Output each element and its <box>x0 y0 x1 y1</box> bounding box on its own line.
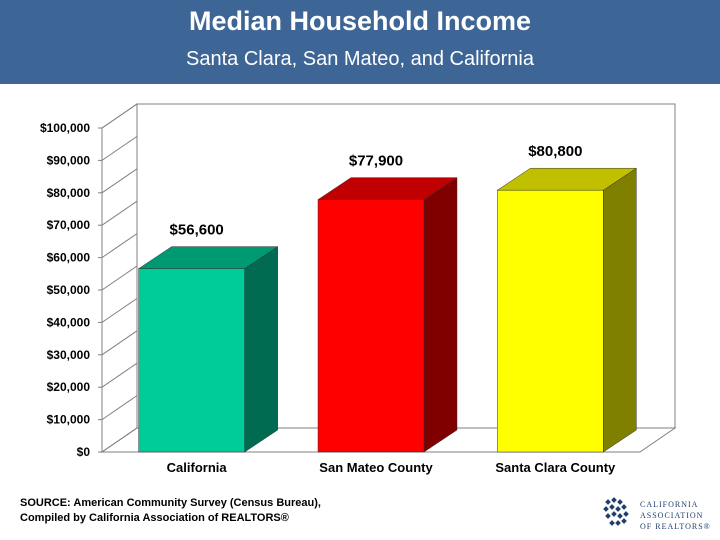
logo-line-3: OF REALTORS® <box>640 522 711 531</box>
logo-line-2: ASSOCIATION <box>640 511 704 520</box>
y-tick-label: $0 <box>77 445 91 459</box>
y-gridline-side <box>101 168 138 194</box>
y-tick-label: $30,000 <box>47 348 91 362</box>
title-banner: Median Household Income Santa Clara, San… <box>0 0 720 84</box>
y-gridline-side <box>101 395 138 421</box>
y-tick-label: $80,000 <box>47 186 91 200</box>
y-tick-label: $90,000 <box>47 153 91 167</box>
source-line-1: SOURCE: American Community Survey (Censu… <box>20 497 321 509</box>
x-category-label: California <box>167 460 228 475</box>
y-tick-label: $100,000 <box>40 121 90 135</box>
chart-subtitle: Santa Clara, San Mateo, and California <box>186 48 534 70</box>
y-gridline-side <box>101 233 138 259</box>
y-tick-label: $50,000 <box>47 283 91 297</box>
x-category-label: San Mateo County <box>319 460 433 475</box>
source-note: SOURCE: American Community Survey (Censu… <box>20 496 321 526</box>
bar-side <box>423 177 458 453</box>
y-tick-label: $70,000 <box>47 218 91 232</box>
y-gridline-side <box>101 297 138 323</box>
logo-line-1: CALIFORNIA <box>640 500 699 509</box>
bar <box>317 199 425 453</box>
bar-value-label: $80,800 <box>528 143 582 160</box>
y-tick-label: $40,000 <box>47 315 91 329</box>
y-gridline-side <box>101 103 138 129</box>
y-gridline-side <box>101 265 138 291</box>
y-gridline-side <box>101 362 138 388</box>
y-tick-label: $10,000 <box>47 413 91 427</box>
y-tick-label: $20,000 <box>47 380 91 394</box>
chart-title: Median Household Income <box>188 6 532 36</box>
y-gridline-side <box>101 427 138 453</box>
bar <box>497 189 604 453</box>
y-gridline-side <box>101 330 138 356</box>
bar-value-label: $77,900 <box>349 153 403 170</box>
bar-side <box>603 167 637 453</box>
bar-side <box>244 246 278 453</box>
car-logo-icon <box>603 497 629 526</box>
bar-value-label: $56,600 <box>170 222 224 239</box>
bar-chart: $0 $10,000 $20,000 $30,000 $40,000 $50,000 $60… <box>40 103 677 475</box>
y-tick-label: $60,000 <box>47 251 91 265</box>
x-category-label: Santa Clara County <box>495 460 616 475</box>
y-gridline-side <box>101 200 138 226</box>
bar <box>138 268 245 453</box>
source-line-2: Compiled by California Association of RE… <box>20 512 289 524</box>
y-gridline-side <box>101 135 138 161</box>
